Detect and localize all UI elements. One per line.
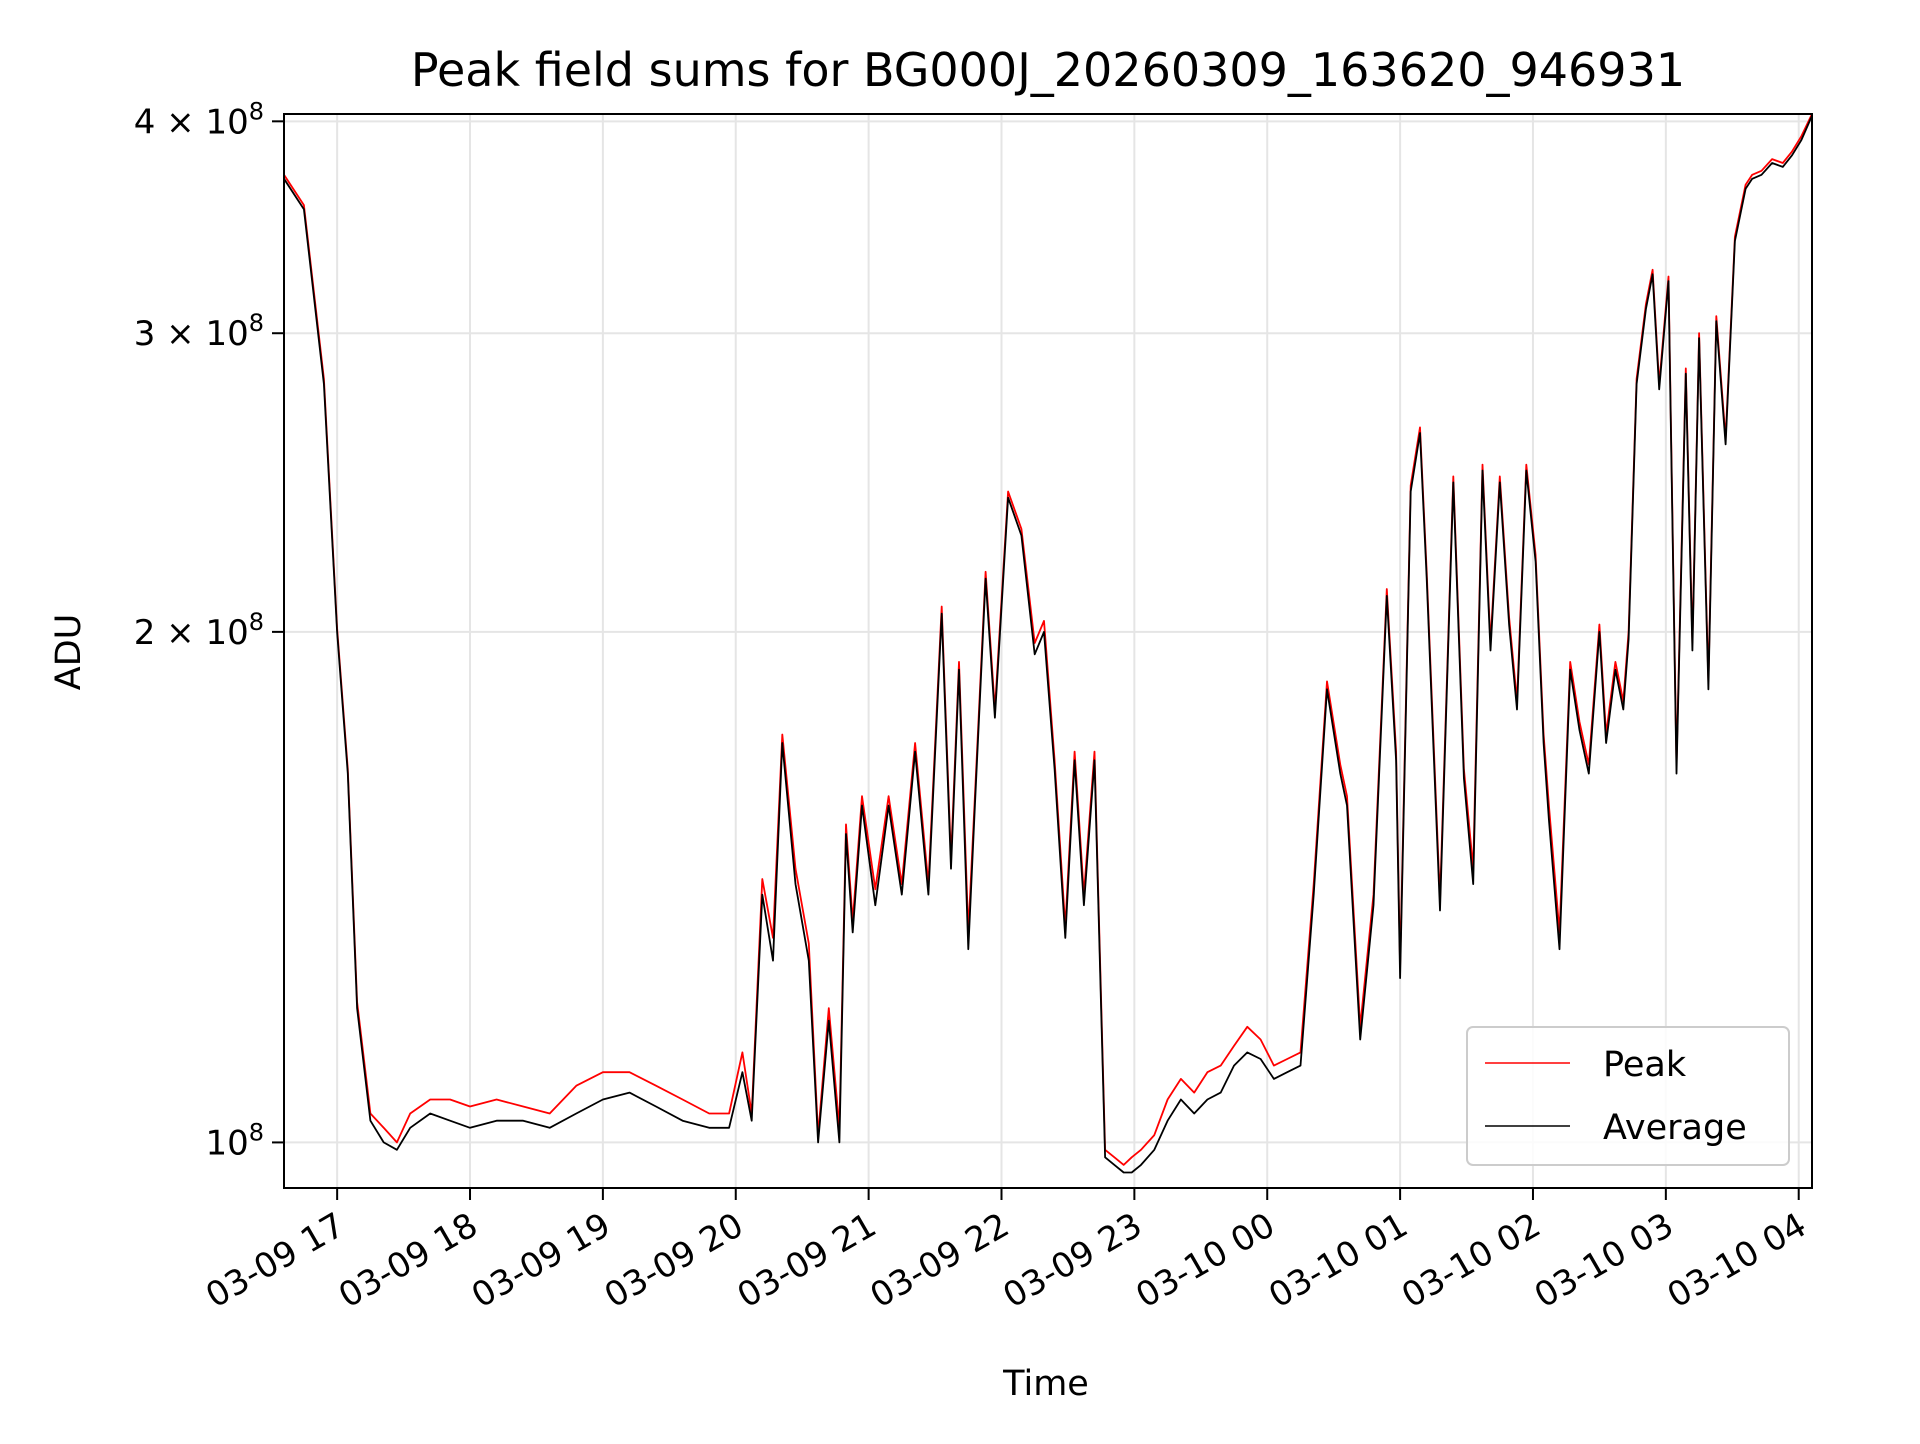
legend: Peak Average bbox=[1466, 1026, 1790, 1166]
y-tick-label: 108 bbox=[205, 1118, 264, 1163]
plot-frame bbox=[283, 113, 1813, 1189]
chart-title: Peak field sums for BG000J_20260309_1636… bbox=[411, 43, 1685, 97]
legend-peak-label: Peak bbox=[1603, 1045, 1687, 1085]
y-tick-label: 3 × 108 bbox=[134, 309, 264, 354]
legend-box bbox=[1466, 1026, 1790, 1166]
plot-series-group bbox=[284, 114, 1812, 1174]
y-tick-label: 4 × 108 bbox=[134, 97, 264, 142]
series-line-average bbox=[284, 115, 1812, 1174]
y-tick-label: 2 × 108 bbox=[134, 608, 264, 653]
x-axis-label: Time bbox=[1002, 1364, 1089, 1404]
grid-lines bbox=[284, 114, 1812, 1188]
legend-average-label: Average bbox=[1603, 1108, 1747, 1148]
y-axis-label: ADU bbox=[49, 614, 89, 691]
y-axis-ticks: 108 2 × 108 3 × 108 4 × 108 bbox=[134, 97, 284, 1163]
